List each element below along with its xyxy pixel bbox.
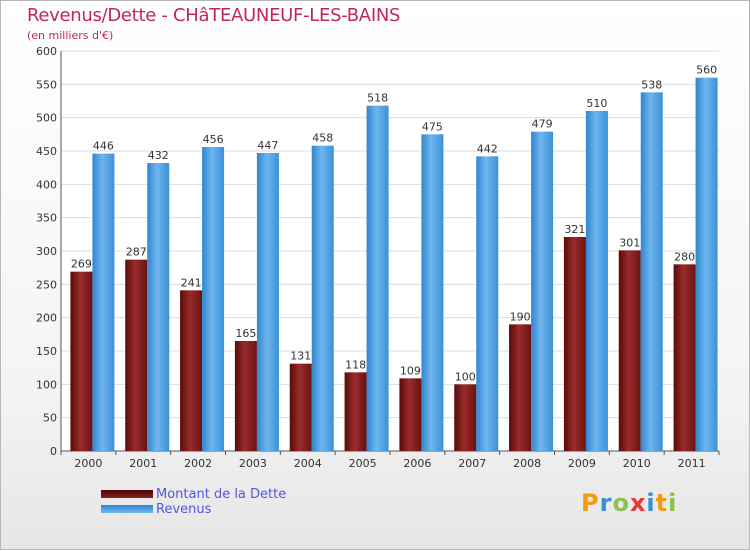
bar-revenus bbox=[695, 77, 718, 452]
legend-label-debt: Montant de la Dette bbox=[156, 487, 287, 502]
logo-letter: t bbox=[655, 489, 669, 517]
bar-debt bbox=[399, 378, 422, 451]
data-label-revenus: 458 bbox=[312, 132, 333, 145]
x-tick-label: 2003 bbox=[239, 457, 267, 470]
bar-debt bbox=[234, 341, 257, 451]
y-tick-label: 600 bbox=[36, 45, 57, 58]
bar-revenus bbox=[202, 147, 225, 451]
bar-debt bbox=[509, 324, 532, 451]
bar-revenus bbox=[311, 145, 334, 451]
logo-letter: x bbox=[629, 489, 647, 517]
bar-revenus bbox=[531, 131, 554, 451]
y-tick-label: 100 bbox=[36, 378, 57, 391]
data-label-revenus: 447 bbox=[257, 139, 278, 152]
bar-revenus bbox=[640, 92, 663, 451]
legend-swatch-debt bbox=[101, 490, 153, 498]
x-tick-label: 2004 bbox=[294, 457, 322, 470]
bar-revenus bbox=[421, 134, 444, 452]
y-tick-label: 150 bbox=[36, 345, 57, 358]
data-label-revenus: 442 bbox=[477, 142, 498, 155]
y-tick-label: 0 bbox=[50, 445, 57, 458]
data-label-debt: 280 bbox=[674, 250, 695, 263]
data-label-revenus: 432 bbox=[148, 149, 169, 162]
logo-letter: o bbox=[612, 489, 630, 517]
data-label-debt: 118 bbox=[345, 358, 366, 371]
logo-letter: P bbox=[581, 489, 600, 517]
bar-revenus bbox=[366, 105, 389, 452]
y-tick-label: 50 bbox=[43, 412, 57, 425]
x-tick-label: 2009 bbox=[568, 457, 596, 470]
data-label-revenus: 518 bbox=[367, 92, 388, 105]
bar-debt bbox=[125, 259, 148, 451]
proxiti-logo: Proxiti bbox=[581, 489, 677, 517]
chart-title: Revenus/Dette - CHâTEAUNEUF-LES-BAINS bbox=[27, 5, 401, 26]
bar-revenus bbox=[256, 153, 279, 451]
x-tick-label: 2005 bbox=[349, 457, 377, 470]
data-label-debt: 241 bbox=[181, 276, 202, 289]
x-tick-label: 2007 bbox=[458, 457, 486, 470]
x-tick-label: 2006 bbox=[403, 457, 431, 470]
y-tick-label: 450 bbox=[36, 145, 57, 158]
data-label-revenus: 560 bbox=[696, 64, 717, 77]
bar-revenus bbox=[476, 156, 499, 452]
data-label-debt: 131 bbox=[290, 350, 311, 363]
data-label-debt: 321 bbox=[564, 223, 585, 236]
data-label-debt: 109 bbox=[400, 364, 421, 377]
bar-debt bbox=[344, 372, 367, 451]
y-tick-label: 400 bbox=[36, 178, 57, 191]
data-label-revenus: 475 bbox=[422, 120, 443, 133]
data-label-revenus: 479 bbox=[532, 118, 553, 131]
data-label-revenus: 510 bbox=[586, 97, 607, 110]
bar-revenus bbox=[147, 163, 170, 451]
bar-revenus bbox=[585, 111, 608, 451]
bar-debt bbox=[454, 384, 477, 451]
y-tick-label: 300 bbox=[36, 245, 57, 258]
data-label-debt: 269 bbox=[71, 258, 92, 271]
bar-debt bbox=[618, 250, 641, 451]
bar-debt bbox=[289, 363, 312, 451]
data-label-debt: 100 bbox=[455, 370, 476, 383]
data-label-revenus: 446 bbox=[93, 140, 114, 153]
bar-debt bbox=[180, 290, 203, 451]
legend-label-revenus: Revenus bbox=[156, 502, 212, 517]
data-label-debt: 165 bbox=[235, 327, 256, 340]
legend-swatch-revenus bbox=[101, 505, 153, 513]
data-label-debt: 287 bbox=[126, 246, 147, 259]
x-tick-label: 2011 bbox=[678, 457, 706, 470]
x-tick-label: 2000 bbox=[74, 457, 102, 470]
x-tick-label: 2010 bbox=[623, 457, 651, 470]
data-label-revenus: 538 bbox=[641, 78, 662, 91]
chart-subtitle: (en milliers d'€) bbox=[27, 29, 114, 42]
logo-letter: i bbox=[646, 489, 656, 517]
y-tick-label: 500 bbox=[36, 112, 57, 125]
x-tick-label: 2001 bbox=[129, 457, 157, 470]
data-label-debt: 301 bbox=[619, 236, 640, 249]
y-tick-label: 350 bbox=[36, 212, 57, 225]
y-tick-label: 550 bbox=[36, 78, 57, 91]
bar-revenus bbox=[92, 153, 115, 451]
y-tick-label: 250 bbox=[36, 278, 57, 291]
x-tick-label: 2002 bbox=[184, 457, 212, 470]
x-tick-label: 2008 bbox=[513, 457, 541, 470]
y-tick-label: 200 bbox=[36, 312, 57, 325]
data-label-revenus: 456 bbox=[203, 133, 224, 146]
logo-letter: i bbox=[668, 489, 678, 517]
bar-debt bbox=[673, 264, 696, 451]
data-label-debt: 190 bbox=[510, 310, 531, 323]
logo-letter: r bbox=[599, 489, 613, 517]
bar-debt bbox=[70, 271, 93, 451]
bar-debt bbox=[563, 237, 586, 451]
